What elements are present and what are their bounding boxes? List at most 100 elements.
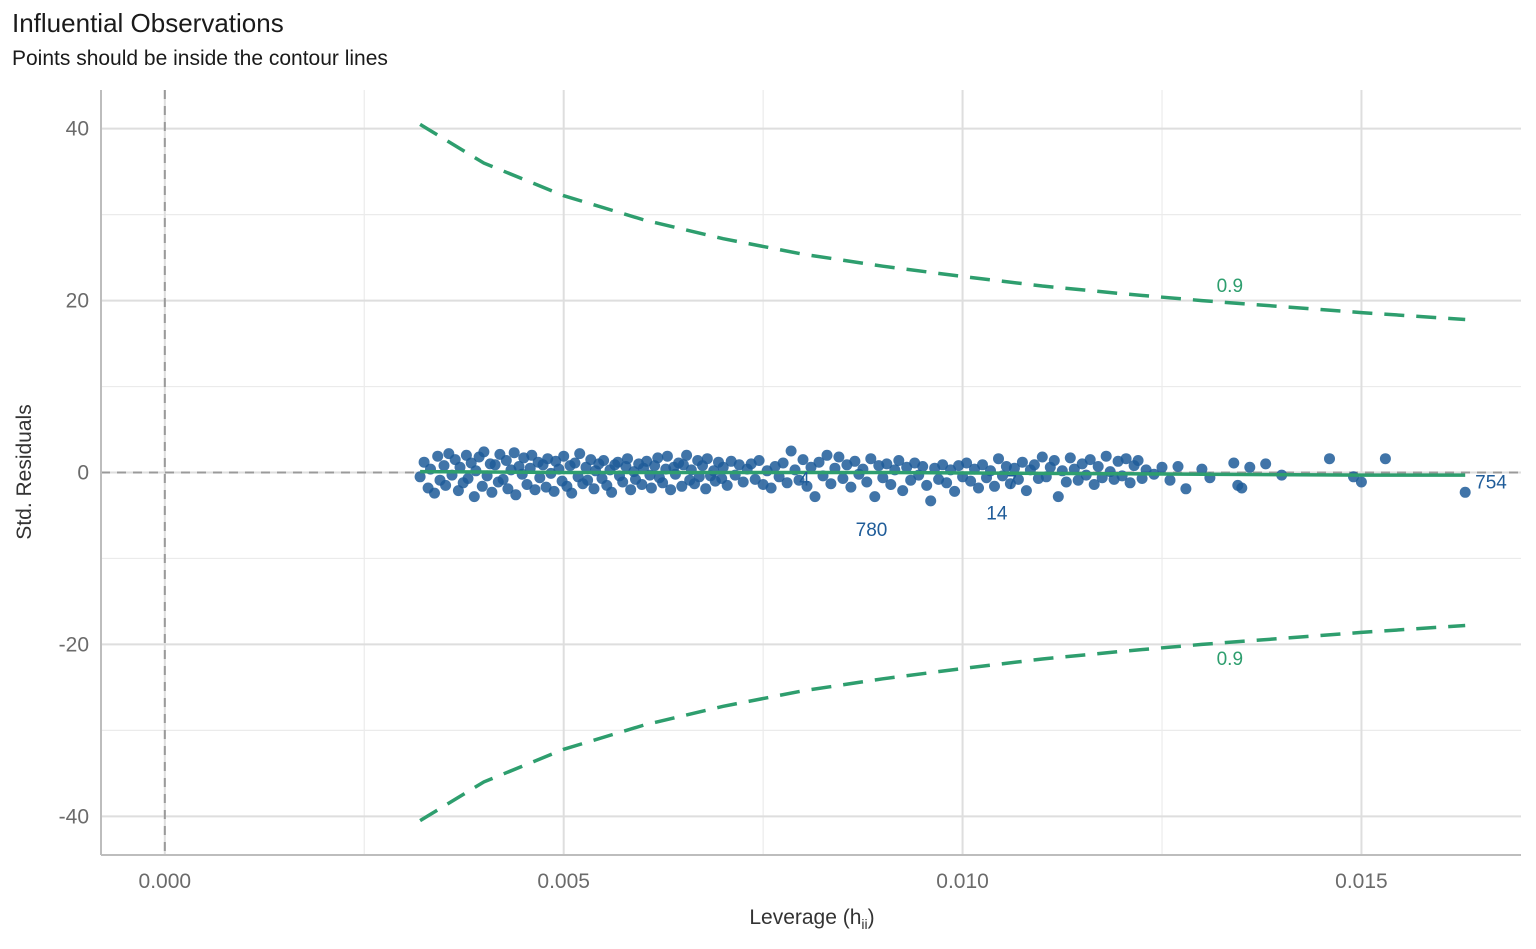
x-axis-label: Leverage (hii) xyxy=(749,906,874,932)
y-axis-label: Std. Residuals xyxy=(13,404,36,539)
upper-contour-line xyxy=(419,122,1466,322)
contour-lines: 0.9 0.9 xyxy=(419,122,1466,823)
data-point xyxy=(833,451,845,463)
data-point xyxy=(877,472,889,484)
data-point xyxy=(821,449,833,461)
data-point xyxy=(1008,462,1020,474)
data-point xyxy=(1100,450,1112,462)
data-point xyxy=(993,453,1004,465)
data-point xyxy=(521,479,533,490)
data-point xyxy=(1459,486,1471,498)
data-point xyxy=(606,486,618,498)
data-point xyxy=(566,487,578,499)
data-point xyxy=(825,478,837,490)
data-point xyxy=(617,476,629,488)
data-point xyxy=(1088,479,1100,490)
data-point xyxy=(625,484,637,496)
data-point xyxy=(700,483,712,495)
data-point xyxy=(849,455,861,467)
data-point xyxy=(881,458,893,470)
data-point xyxy=(753,455,765,466)
data-point xyxy=(793,474,805,486)
data-point xyxy=(1355,476,1367,488)
data-point xyxy=(558,450,570,462)
data-point xyxy=(805,461,817,473)
data-point xyxy=(1136,473,1148,484)
data-point xyxy=(534,472,546,484)
point-label: 754 xyxy=(1475,472,1507,493)
data-point xyxy=(652,452,664,464)
data-point xyxy=(701,453,713,465)
data-point xyxy=(797,454,809,466)
data-point xyxy=(941,477,953,489)
data-point xyxy=(813,456,825,468)
data-point xyxy=(681,449,693,461)
data-point xyxy=(1228,457,1240,469)
x-axis-label-main: Leverage (h xyxy=(749,906,861,929)
data-point xyxy=(486,486,498,498)
y-tick-label: 20 xyxy=(66,290,89,313)
data-point xyxy=(1124,477,1136,489)
data-point xyxy=(636,479,648,490)
lower-contour-label: 0.9 xyxy=(1217,649,1243,670)
data-point xyxy=(665,484,677,496)
data-point xyxy=(937,459,949,471)
x-tick-label: 0.000 xyxy=(139,870,192,893)
data-point xyxy=(414,471,426,483)
axes: 0.000 0.005 0.010 0.015 -40 -20 0 20 40 xyxy=(59,90,1521,893)
data-point xyxy=(949,485,961,497)
data-point xyxy=(438,460,450,472)
data-point xyxy=(917,461,929,472)
data-point xyxy=(837,473,849,484)
data-point xyxy=(1260,458,1272,470)
data-point xyxy=(676,480,688,492)
data-point xyxy=(588,483,600,495)
data-point xyxy=(529,484,541,496)
data-point xyxy=(1379,453,1391,465)
data-point xyxy=(893,455,905,466)
point-label: 4 xyxy=(799,470,810,491)
y-tick-label: 0 xyxy=(77,462,89,485)
data-point xyxy=(845,481,857,493)
data-point xyxy=(622,453,633,465)
data-point xyxy=(1028,459,1040,471)
data-point xyxy=(869,491,881,503)
data-point xyxy=(1072,474,1084,486)
point-label: 7 xyxy=(1006,472,1017,493)
chart-title: Influential Observations xyxy=(12,8,284,38)
data-point xyxy=(965,475,977,487)
data-point xyxy=(440,479,452,491)
data-point xyxy=(657,477,669,489)
data-point xyxy=(510,489,522,501)
data-point xyxy=(777,457,789,469)
data-point xyxy=(1164,474,1176,486)
data-point xyxy=(801,480,813,492)
upper-contour-label: 0.9 xyxy=(1217,276,1243,297)
data-point xyxy=(677,459,689,471)
data-point xyxy=(921,479,933,491)
chart-subtitle: Points should be inside the contour line… xyxy=(12,47,388,70)
data-point xyxy=(468,491,480,503)
x-tick-label: 0.010 xyxy=(936,870,989,893)
data-point xyxy=(973,482,984,494)
data-point xyxy=(977,459,988,471)
data-point xyxy=(500,455,512,466)
x-tick-label: 0.005 xyxy=(537,870,590,893)
data-point xyxy=(1036,451,1048,463)
data-point xyxy=(785,445,797,457)
data-point xyxy=(1324,453,1335,465)
data-point xyxy=(925,495,937,507)
data-point xyxy=(1084,454,1096,466)
y-tick-label: -20 xyxy=(59,633,89,656)
x-axis-label-subscript: ii xyxy=(861,916,867,932)
data-point xyxy=(497,473,509,485)
data-point xyxy=(717,461,729,473)
x-tick-label: 0.015 xyxy=(1335,870,1388,893)
data-point xyxy=(1092,461,1104,472)
y-tick-label: -40 xyxy=(59,805,89,828)
data-point xyxy=(1156,461,1168,473)
data-point xyxy=(645,482,657,494)
y-tick-label: 40 xyxy=(66,118,89,141)
data-point xyxy=(489,459,501,471)
